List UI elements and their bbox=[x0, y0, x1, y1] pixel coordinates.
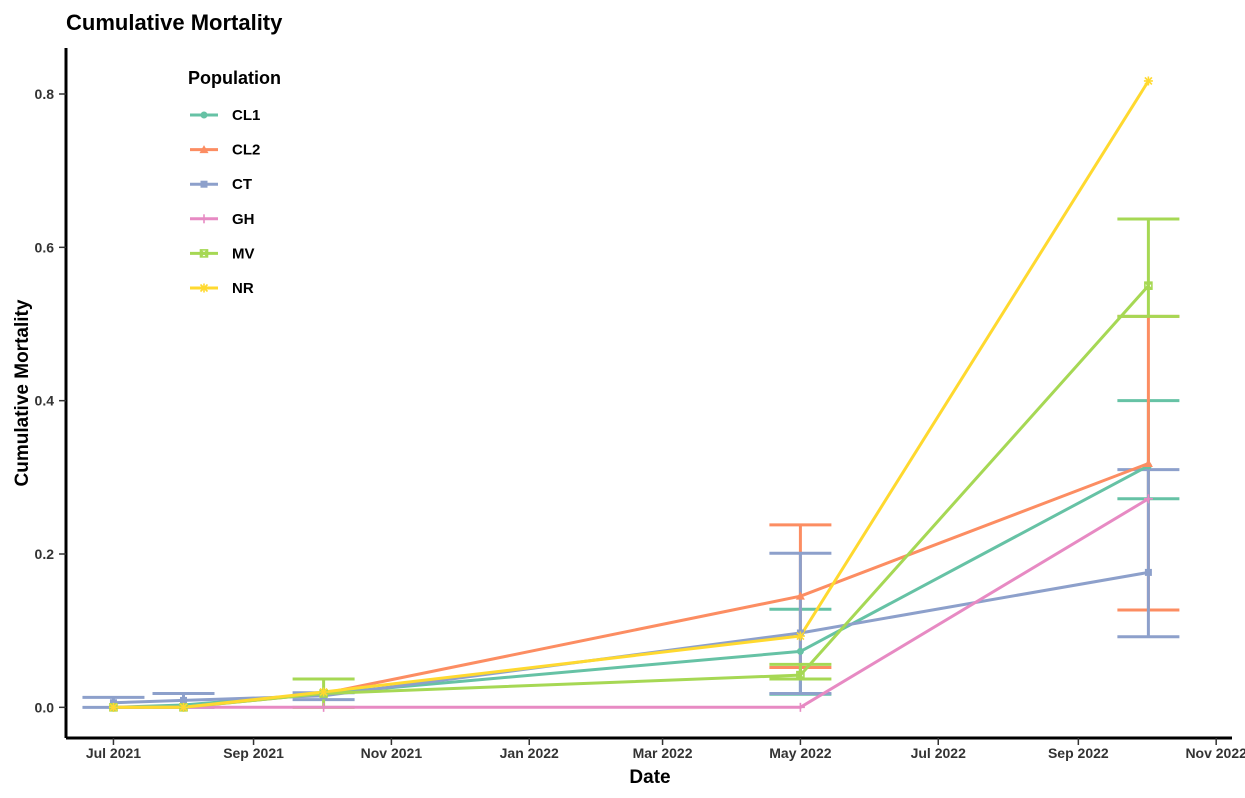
data-point-mv-shape bbox=[796, 671, 805, 680]
legend-item-gh: GH bbox=[190, 211, 255, 228]
series-line-cl2 bbox=[113, 462, 1149, 709]
legend-label-gh: GH bbox=[232, 211, 255, 228]
y-axis-title: Cumulative Mortality bbox=[12, 299, 33, 486]
series-line-layer bbox=[113, 80, 1150, 709]
legend-label-nr: NR bbox=[232, 280, 254, 297]
legend-marker-mv-shape bbox=[199, 249, 209, 258]
y-tick-label: 0.6 bbox=[35, 239, 55, 255]
data-point-ct bbox=[1144, 568, 1152, 576]
legend-marker-nr-shape bbox=[199, 283, 209, 293]
data-point-cl1-shape bbox=[796, 647, 804, 655]
series-line-nr bbox=[113, 80, 1150, 709]
x-tick-label: Mar 2022 bbox=[633, 745, 693, 761]
data-point-cl2-shape bbox=[1143, 459, 1153, 468]
legend-marker-ct-shape bbox=[200, 180, 208, 188]
legend-marker-cl1-shape bbox=[200, 111, 208, 119]
y-tick-label: 0.8 bbox=[35, 86, 55, 102]
legend-marker-nr bbox=[199, 283, 209, 293]
data-point-ct bbox=[109, 699, 117, 707]
data-point-nr bbox=[108, 702, 118, 712]
data-point-cl2 bbox=[1143, 459, 1153, 468]
chart-title: Cumulative Mortality bbox=[66, 10, 283, 35]
data-point-ct-shape bbox=[1144, 568, 1152, 576]
data-point-ct-shape bbox=[109, 699, 117, 707]
legend-marker-cl1 bbox=[200, 111, 208, 119]
data-point-nr-shape bbox=[179, 703, 188, 712]
y-tick-label: 0.0 bbox=[35, 699, 55, 715]
legend-title: Population bbox=[188, 68, 281, 88]
data-point-mv bbox=[796, 670, 805, 680]
data-point-nr-shape bbox=[1144, 76, 1153, 86]
x-tick-label: Sep 2022 bbox=[1048, 745, 1109, 761]
data-point-nr-shape bbox=[109, 703, 118, 712]
data-point-nr bbox=[319, 687, 329, 697]
data-point-cl1 bbox=[796, 647, 804, 655]
legend: Population CL1 CL2 CT GH MV NR bbox=[188, 68, 281, 297]
series-line-cl1 bbox=[113, 464, 1150, 709]
x-tick-label: Sep 2021 bbox=[223, 745, 284, 761]
x-tick-label: May 2022 bbox=[769, 745, 831, 761]
tick-layer: Jul 2021 Sep 2021 Nov 2021 Jan 2022 Mar 2022… bbox=[35, 86, 1245, 761]
data-point-gh bbox=[1143, 494, 1153, 504]
data-point-mv-shape bbox=[796, 670, 805, 680]
x-tick-label: Nov 2021 bbox=[361, 745, 423, 761]
legend-label-ct: CT bbox=[232, 176, 252, 193]
data-point-nr bbox=[179, 702, 189, 712]
data-point-gh bbox=[795, 702, 805, 712]
data-point-ct-shape bbox=[180, 696, 188, 704]
data-point-nr-shape bbox=[319, 687, 328, 697]
data-point-nr-shape bbox=[796, 631, 805, 641]
legend-marker-cl2-shape bbox=[199, 145, 209, 154]
data-point-mv-shape bbox=[1144, 281, 1153, 290]
legend-marker-cl2 bbox=[199, 145, 209, 154]
data-point-cl2-shape bbox=[795, 591, 805, 600]
x-tick-label: Nov 2022 bbox=[1185, 745, 1245, 761]
y-tick-label: 0.2 bbox=[35, 546, 55, 562]
legend-marker-mv bbox=[199, 249, 209, 258]
x-tick-label: Jul 2022 bbox=[911, 745, 966, 761]
legend-item-mv: MV bbox=[190, 245, 255, 262]
legend-label-mv: MV bbox=[232, 245, 255, 262]
x-tick-label: Jul 2021 bbox=[86, 745, 141, 761]
data-point-nr bbox=[1143, 76, 1153, 86]
data-point-mv bbox=[1144, 281, 1153, 290]
data-point-mv-shape bbox=[1144, 281, 1153, 290]
data-point-ct bbox=[180, 696, 188, 704]
series-line-mv bbox=[113, 284, 1150, 709]
legend-marker-mv-shape bbox=[199, 249, 209, 258]
axes bbox=[64, 48, 1232, 740]
legend-item-ct: CT bbox=[190, 176, 252, 193]
series-line-gh bbox=[113, 497, 1150, 709]
legend-label-cl1: CL1 bbox=[232, 107, 260, 124]
point-layer bbox=[108, 76, 1153, 712]
x-axis-title: Date bbox=[629, 767, 670, 788]
x-tick-label: Jan 2022 bbox=[500, 745, 559, 761]
legend-marker-gh bbox=[199, 214, 209, 224]
errorbar-mv bbox=[1117, 217, 1180, 318]
data-point-nr bbox=[795, 631, 805, 641]
legend-marker-ct bbox=[200, 180, 208, 188]
data-point-cl2 bbox=[795, 591, 805, 600]
legend-item-nr: NR bbox=[190, 280, 254, 297]
data-point-gh bbox=[319, 702, 329, 712]
legend-item-cl2: CL2 bbox=[190, 142, 260, 159]
legend-label-cl2: CL2 bbox=[232, 142, 260, 159]
y-tick-label: 0.4 bbox=[35, 393, 55, 409]
legend-item-cl1: CL1 bbox=[190, 107, 260, 124]
